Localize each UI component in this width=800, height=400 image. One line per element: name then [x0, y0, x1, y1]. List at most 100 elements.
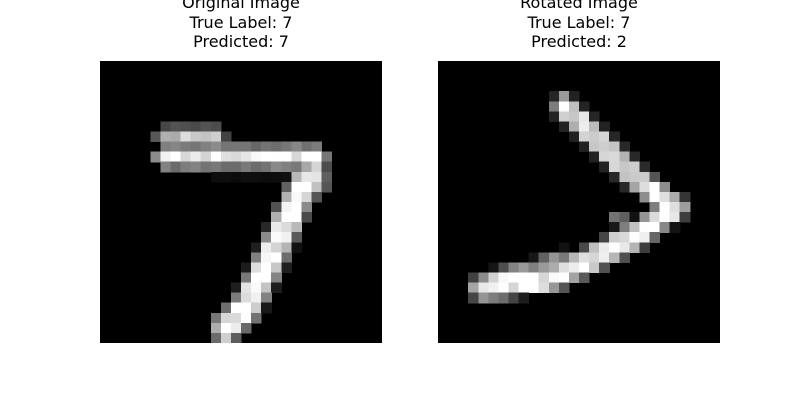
pixel — [251, 302, 262, 314]
pixel — [311, 191, 323, 203]
pixel — [281, 252, 292, 264]
pixel — [568, 262, 580, 274]
pixel — [261, 222, 272, 233]
pixel — [220, 171, 232, 183]
pixel — [261, 302, 272, 314]
pixel — [190, 121, 202, 133]
pixel — [558, 282, 570, 294]
pixel — [669, 202, 681, 213]
pixel — [579, 131, 590, 143]
pixel — [639, 181, 651, 193]
pixel — [261, 171, 272, 183]
pixel — [160, 121, 172, 133]
pixel — [220, 141, 232, 153]
pixel — [518, 282, 530, 294]
pixel — [180, 141, 192, 153]
pixel — [528, 262, 540, 274]
pixel — [271, 161, 282, 173]
pixel — [210, 312, 222, 324]
pixel — [271, 232, 282, 243]
pixel — [291, 202, 303, 213]
pixel — [568, 121, 580, 133]
pixel — [498, 292, 510, 304]
pixel — [230, 161, 242, 173]
pixel — [281, 151, 292, 163]
pixel — [251, 161, 262, 173]
pixel — [629, 242, 641, 253]
rotated-image-title: Rotated Image — [520, 0, 638, 12]
pixel — [619, 151, 630, 163]
original-image-title-block: Original Image True Label: 7 Predicted: … — [40, 0, 442, 52]
pixel — [291, 191, 303, 203]
pixel — [579, 121, 590, 133]
pixel — [311, 151, 323, 163]
pixel — [160, 161, 172, 173]
rotated-image-pixel-grid — [468, 91, 691, 304]
pixel — [548, 91, 560, 102]
pixel — [579, 272, 590, 284]
pixel — [669, 191, 681, 203]
pixel — [241, 262, 252, 274]
pixel — [210, 121, 222, 133]
pixel — [291, 141, 303, 153]
pixel — [241, 171, 252, 183]
pixel — [508, 292, 520, 304]
pixel — [220, 322, 232, 334]
pixel — [659, 202, 671, 213]
pixel — [251, 312, 262, 324]
pixel — [241, 161, 252, 173]
pixel — [518, 272, 530, 284]
pixel — [669, 222, 681, 233]
pixel — [281, 181, 292, 193]
pixel — [251, 292, 262, 304]
pixel — [210, 322, 222, 334]
pixel — [488, 272, 500, 284]
pixel — [669, 212, 681, 223]
pixel — [180, 121, 192, 133]
pixel — [609, 171, 620, 183]
pixel — [649, 181, 661, 193]
pixel — [619, 212, 630, 223]
pixel — [281, 171, 292, 183]
rotated-image-frame — [438, 61, 720, 343]
pixel — [639, 161, 651, 173]
pixel — [301, 191, 313, 203]
pixel — [589, 131, 600, 143]
pixel — [629, 232, 641, 243]
pixel — [599, 252, 610, 264]
pixel — [150, 131, 162, 143]
pixel — [568, 131, 580, 143]
pixel — [311, 181, 323, 193]
pixel — [558, 272, 570, 284]
pixel — [190, 151, 202, 163]
pixel — [649, 191, 661, 203]
pixel — [558, 111, 570, 123]
pixel — [301, 171, 313, 183]
pixel — [230, 322, 242, 334]
pixel — [488, 282, 500, 294]
pixel — [629, 171, 641, 183]
pixel — [629, 222, 641, 233]
pixel — [301, 161, 313, 173]
pixel — [528, 252, 540, 264]
pixel — [210, 171, 222, 183]
pixel — [230, 171, 242, 183]
pixel — [609, 242, 620, 253]
pixel — [609, 131, 620, 143]
pixel — [599, 131, 610, 143]
pixel — [579, 242, 590, 253]
pixel — [271, 222, 282, 233]
pixel — [649, 212, 661, 223]
pixel — [200, 161, 212, 173]
pixel — [619, 242, 630, 253]
pixel — [579, 101, 590, 112]
pixel — [291, 181, 303, 193]
pixel — [291, 151, 303, 163]
pixel — [160, 131, 172, 143]
pixel — [301, 202, 313, 213]
pixel — [498, 262, 510, 274]
pixel — [230, 151, 242, 163]
pixel — [639, 232, 651, 243]
pixel — [468, 272, 479, 284]
pixel — [311, 171, 323, 183]
